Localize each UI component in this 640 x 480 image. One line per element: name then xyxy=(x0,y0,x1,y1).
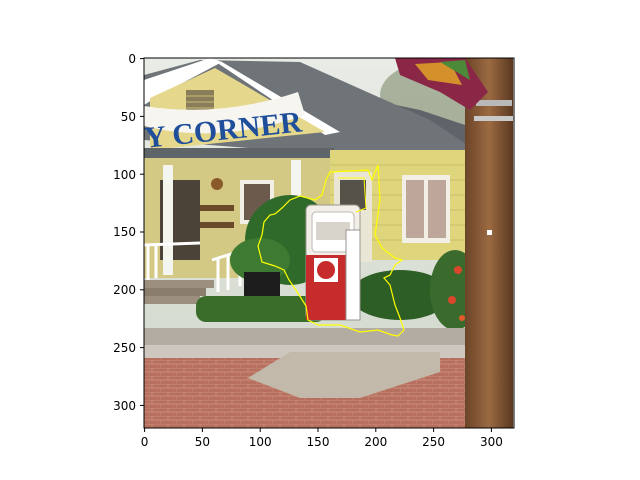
x-tick-label: 150 xyxy=(307,435,330,449)
y-tick-label: 250 xyxy=(113,341,136,355)
x-axis xyxy=(144,428,492,432)
y-tick-label: 50 xyxy=(121,110,136,124)
x-tick-label: 0 xyxy=(141,435,149,449)
y-tick-label: 300 xyxy=(113,399,136,413)
y-tick-label: 100 xyxy=(113,168,136,182)
x-tick-label: 200 xyxy=(364,435,387,449)
y-tick-label: 0 xyxy=(128,52,136,66)
y-axis xyxy=(140,58,144,406)
x-tick-label: 300 xyxy=(480,435,503,449)
photo: Y CORNER xyxy=(144,58,514,428)
x-tick-label: 50 xyxy=(195,435,210,449)
x-tick-label: 250 xyxy=(422,435,445,449)
axes-frame xyxy=(143,57,515,429)
y-tick-label: 150 xyxy=(113,225,136,239)
x-tick-label: 100 xyxy=(249,435,272,449)
segmentation-outline xyxy=(257,164,405,337)
y-tick-label: 200 xyxy=(113,283,136,297)
